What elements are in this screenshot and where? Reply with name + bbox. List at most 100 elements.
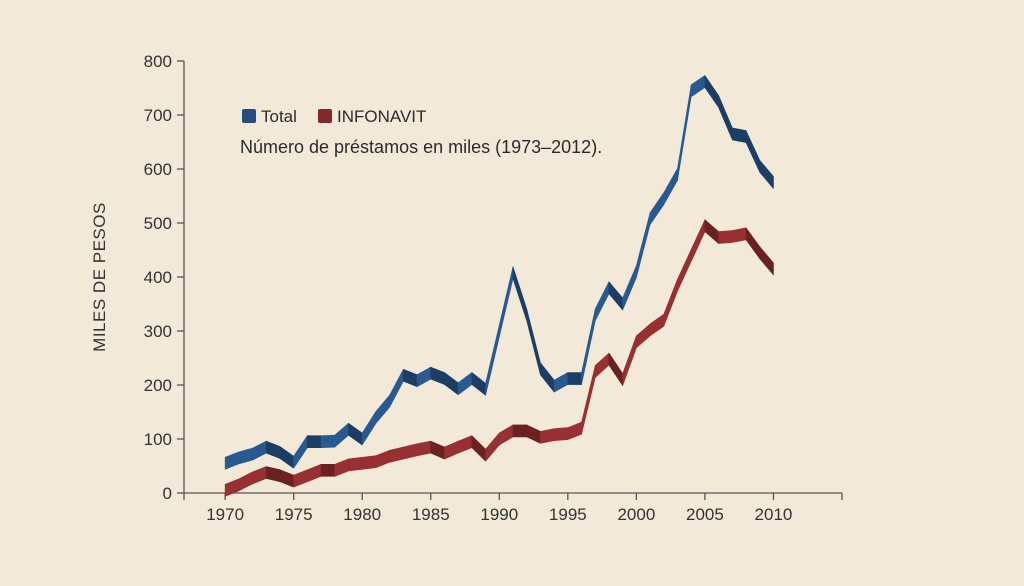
series-segment (512, 266, 528, 322)
series-segment (732, 127, 747, 143)
x-tick-label: 2000 (617, 505, 655, 524)
series-segment (540, 428, 555, 444)
chart-subtitle: Número de préstamos en miles (1973–2012)… (240, 137, 602, 157)
series-segment (498, 266, 514, 338)
series-segment (540, 362, 555, 393)
series-segment (663, 278, 678, 327)
y-tick-label: 100 (144, 430, 172, 449)
x-tick-label: 1995 (549, 505, 587, 524)
series-segment (608, 352, 623, 386)
y-tick-label: 300 (144, 322, 172, 341)
series-segment (279, 446, 294, 469)
legend-swatch-infonavit (318, 109, 332, 123)
series-segment (471, 372, 486, 396)
series-segment (512, 424, 528, 438)
series-segment (416, 440, 432, 457)
legend: Total INFONAVIT Número de préstamos en m… (240, 107, 602, 157)
series-segment (567, 421, 582, 440)
x-tick-label: 2010 (755, 505, 793, 524)
series-segment (403, 368, 418, 387)
series-infonavit (224, 219, 774, 497)
x-tick-label: 1970 (206, 505, 244, 524)
y-tick-label: 0 (163, 484, 172, 503)
series-segment (293, 469, 308, 488)
series-segment (594, 352, 610, 378)
series-segment (320, 464, 336, 477)
series-segment (663, 168, 678, 205)
series-segment (553, 372, 569, 393)
series-segment (690, 219, 706, 262)
series-segment (622, 265, 637, 311)
series-segment (389, 446, 404, 463)
series-segment (677, 84, 692, 181)
legend-swatch-total (242, 109, 256, 123)
series-segment (444, 440, 459, 460)
series-segment (704, 75, 719, 108)
series-segment (526, 308, 541, 376)
series-segment (677, 249, 692, 292)
series-segment (307, 464, 322, 483)
series-segment (430, 440, 445, 460)
series-segment (636, 212, 651, 278)
series-segment (334, 422, 349, 448)
series-segment (375, 394, 390, 424)
series-segment (567, 372, 582, 385)
series-layer (224, 75, 774, 497)
series-segment (457, 372, 473, 396)
x-tick-label: 2005 (686, 505, 724, 524)
series-segment (252, 466, 267, 485)
series-segment (279, 469, 294, 488)
series-segment (553, 427, 569, 441)
series-segment (348, 422, 363, 446)
series-segment (238, 447, 253, 465)
x-tick-label: 1975 (275, 505, 313, 524)
series-segment (457, 435, 473, 454)
y-tick-label: 800 (144, 52, 172, 71)
y-axis-label: MILES DE PESOS (90, 202, 109, 352)
series-segment (265, 466, 281, 483)
series-segment (334, 458, 349, 477)
series-segment (732, 227, 747, 243)
y-tick-label: 200 (144, 376, 172, 395)
y-tick-label: 700 (144, 106, 172, 125)
series-segment (649, 192, 665, 225)
series-segment (526, 424, 541, 444)
x-axis: 1970 1975 1980 1985 1990 1995 2000 2005 2010 (183, 492, 843, 524)
series-segment (320, 434, 336, 448)
series-segment (636, 323, 651, 349)
series-segment (307, 435, 322, 448)
series-segment (745, 227, 761, 259)
series-segment (649, 313, 665, 337)
series-segment (608, 281, 623, 311)
series-segment (361, 455, 377, 470)
series-segment (224, 451, 240, 470)
series-segment (485, 324, 500, 396)
series-segment (416, 366, 432, 387)
series-segment (224, 478, 240, 497)
x-tick-label: 1985 (412, 505, 450, 524)
series-segment (759, 246, 774, 276)
y-axis: 0 100 200 300 400 500 600 700 800 (144, 52, 185, 503)
series-segment (375, 449, 390, 468)
y-tick-label: 400 (144, 268, 172, 287)
series-total (224, 75, 774, 470)
series-segment (293, 435, 308, 469)
series-segment (704, 219, 719, 244)
series-segment (252, 440, 267, 461)
series-segment (430, 366, 445, 385)
series-segment (594, 281, 610, 322)
legend-label-total: Total (261, 107, 297, 126)
series-segment (718, 230, 733, 244)
y-tick-label: 600 (144, 160, 172, 179)
x-tick-label: 1980 (343, 505, 381, 524)
series-segment (361, 411, 377, 446)
x-tick-label: 1990 (480, 505, 518, 524)
series-segment (444, 372, 459, 396)
series-segment (403, 443, 418, 460)
series-segment (389, 368, 404, 408)
series-segment (238, 471, 253, 492)
series-segment (622, 335, 637, 386)
series-segment (759, 160, 774, 189)
series-segment (471, 435, 486, 462)
